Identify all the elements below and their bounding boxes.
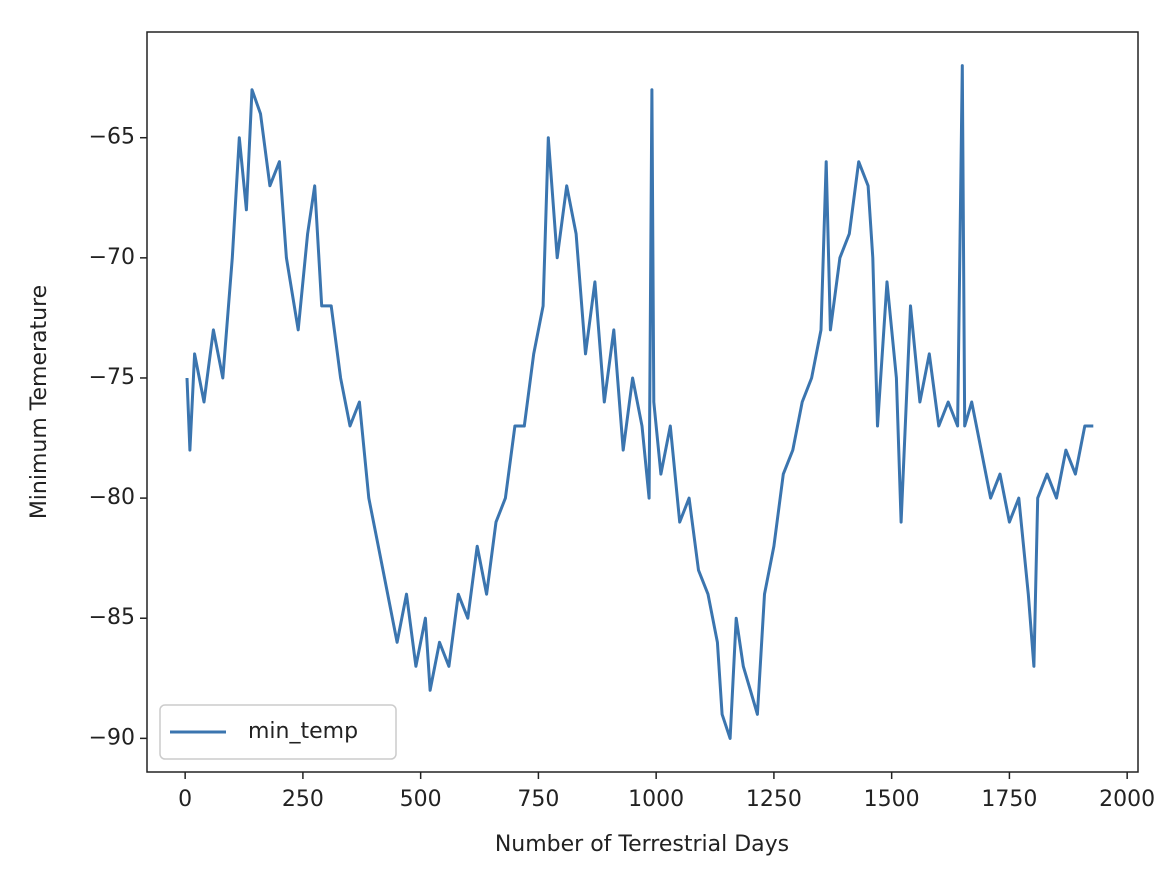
x-tick-label: 250 (282, 787, 324, 812)
y-tick-label: −80 (89, 485, 135, 510)
legend-box (159, 704, 397, 760)
x-tick-label: 1250 (746, 787, 802, 812)
legend-label: min_temp (248, 719, 358, 744)
y-tick-label: −65 (89, 125, 135, 150)
x-tick-label: 1500 (864, 787, 920, 812)
x-tick-label: 500 (400, 787, 442, 812)
x-axis-label: Number of Terrestrial Days (495, 832, 789, 857)
data-line (185, 64, 1094, 740)
y-tick-label: −75 (89, 365, 135, 390)
plot-frame (146, 31, 1139, 773)
y-tick-label: −70 (89, 245, 135, 270)
y-tick-label: −90 (89, 725, 135, 750)
y-tick-label: −85 (89, 605, 135, 630)
y-axis-label: Minimum Temerature (27, 285, 52, 519)
x-tick-label: 0 (178, 787, 192, 812)
x-tick-label: 1000 (628, 787, 684, 812)
x-tick-label: 2000 (1099, 787, 1155, 812)
x-tick-label: 1750 (981, 787, 1037, 812)
x-tick-label: 750 (517, 787, 559, 812)
